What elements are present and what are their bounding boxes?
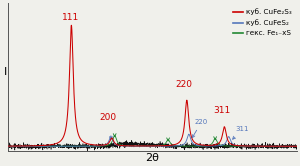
Text: 311: 311 <box>233 126 248 139</box>
Text: 111: 111 <box>62 13 80 22</box>
Text: 220: 220 <box>176 80 193 89</box>
Legend: куб. CuFe₂S₃, куб. CuFeS₂, гекс. Fe₁₋xS: куб. CuFe₂S₃, куб. CuFeS₂, гекс. Fe₁₋xS <box>231 7 293 38</box>
Text: 200: 200 <box>100 113 117 122</box>
X-axis label: 2θ: 2θ <box>145 153 159 163</box>
Text: 220: 220 <box>192 119 208 138</box>
Text: 311: 311 <box>213 106 230 115</box>
Y-axis label: I: I <box>4 67 7 77</box>
